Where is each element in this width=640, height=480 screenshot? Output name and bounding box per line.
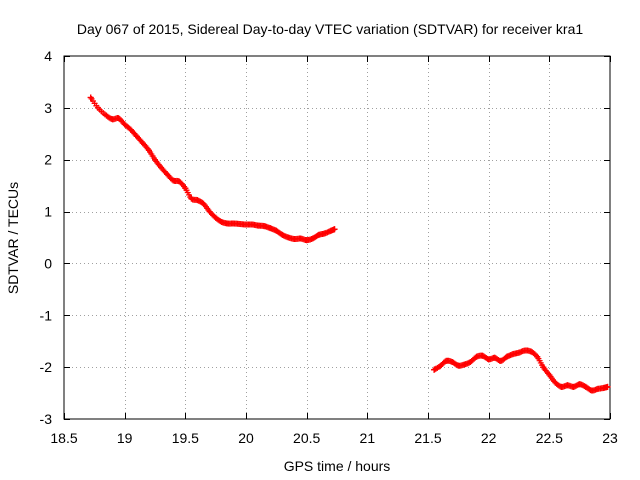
plot-frame bbox=[63, 55, 611, 420]
x-tick-label: 18.5 bbox=[50, 430, 77, 446]
series-segment-1 bbox=[87, 94, 338, 244]
y-tick-label: -2 bbox=[40, 359, 53, 375]
x-tick-label: 23 bbox=[602, 430, 618, 446]
y-tick-label: 4 bbox=[44, 48, 52, 64]
y-tick-label: 0 bbox=[44, 255, 52, 271]
data-points bbox=[87, 94, 611, 394]
x-axis-title: GPS time / hours bbox=[284, 458, 391, 474]
x-tick-label: 19.5 bbox=[172, 430, 199, 446]
x-tick-label: 22 bbox=[481, 430, 497, 446]
y-tick-label: 2 bbox=[44, 152, 52, 168]
plus-marker bbox=[331, 226, 338, 233]
x-tick-label: 20 bbox=[238, 430, 254, 446]
x-tick-label: 19 bbox=[117, 430, 133, 446]
plus-marker bbox=[604, 383, 611, 390]
chart-title: Day 067 of 2015, Sidereal Day-to-day VTE… bbox=[77, 21, 583, 37]
y-tick-label: -1 bbox=[40, 307, 53, 323]
axis-ticks bbox=[64, 56, 611, 420]
x-tick-label: 21 bbox=[360, 430, 376, 446]
series-segment-2 bbox=[431, 347, 611, 394]
y-tick-label: 3 bbox=[44, 100, 52, 116]
x-tick-labels: 18.5 19 19.5 20 20.5 21 21.5 22 22.5 23 bbox=[50, 430, 618, 446]
grid-lines bbox=[64, 56, 610, 419]
x-tick-label: 22.5 bbox=[536, 430, 563, 446]
y-axis-title: SDTVAR / TECUs bbox=[5, 182, 21, 294]
y-tick-label: 1 bbox=[44, 204, 52, 220]
y-tick-labels: -3 -2 -1 0 1 2 3 4 bbox=[40, 48, 53, 427]
x-tick-label: 20.5 bbox=[293, 430, 320, 446]
y-tick-label: -3 bbox=[40, 411, 53, 427]
x-tick-label: 21.5 bbox=[414, 430, 441, 446]
